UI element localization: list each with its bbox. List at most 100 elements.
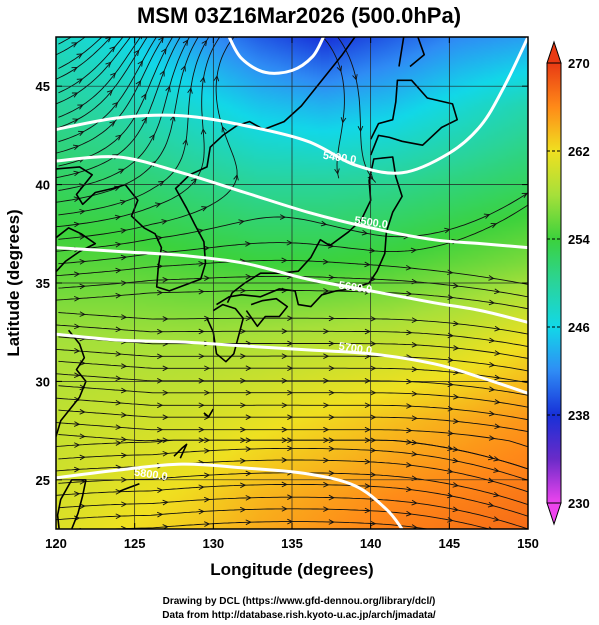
streamline-arrowhead bbox=[111, 1, 116, 6]
streamline-arrowhead bbox=[163, 549, 168, 554]
streamline-arrowhead bbox=[364, 458, 371, 465]
map-title: MSM 03Z16Mar2026 (500.0hPa) bbox=[137, 3, 461, 28]
streamline-arrowhead bbox=[364, 437, 371, 444]
streamline-arrowhead bbox=[204, 496, 211, 503]
streamline-arrowhead bbox=[323, 402, 330, 409]
streamline-arrowhead bbox=[79, 503, 86, 510]
streamline-arrowhead bbox=[182, 138, 188, 146]
streamline-arrowhead bbox=[137, 60, 144, 67]
streamline bbox=[56, 37, 148, 129]
y-tick-label: 45 bbox=[36, 79, 50, 94]
streamline-arrowhead bbox=[165, 85, 171, 93]
streamline-arrowhead bbox=[121, 501, 128, 508]
streamline-arrowhead bbox=[453, 369, 460, 376]
streamline-arrowhead bbox=[115, 267, 122, 274]
streamline bbox=[58, 37, 210, 216]
streamline-arrowhead bbox=[240, 482, 247, 489]
streamline-arrowhead bbox=[162, 437, 169, 444]
streamline-arrowhead bbox=[157, 537, 162, 542]
streamline-arrowhead bbox=[162, 365, 169, 372]
streamline-arrowhead bbox=[494, 374, 501, 381]
streamline-arrowhead bbox=[105, 61, 112, 68]
streamline bbox=[56, 483, 528, 517]
streamline-arrowhead bbox=[323, 481, 330, 488]
streamline-arrowhead bbox=[453, 418, 460, 425]
streamline-arrowhead bbox=[405, 486, 413, 493]
streamline-arrowhead bbox=[114, 214, 122, 221]
coastline bbox=[173, 443, 188, 459]
streamline bbox=[56, 289, 528, 310]
streamline-arrowhead bbox=[200, 128, 207, 135]
streamline-arrowhead bbox=[198, 508, 205, 515]
streamline-arrowhead bbox=[79, 454, 86, 461]
contour-label: 5600.0 bbox=[338, 280, 373, 297]
streamline-arrowhead bbox=[204, 521, 211, 527]
streamline bbox=[56, 397, 528, 421]
streamline-arrowhead bbox=[135, 80, 142, 87]
streamline-arrowhead bbox=[328, 389, 335, 396]
streamline-arrowhead bbox=[204, 315, 211, 322]
contour-label: 5400.0 bbox=[322, 150, 357, 167]
streamline-arrowhead bbox=[411, 366, 418, 373]
streamline-arrowhead bbox=[328, 274, 335, 281]
streamline-arrowhead bbox=[161, 47, 167, 55]
streamline-arrowhead bbox=[180, 65, 186, 72]
streamline-arrowhead bbox=[204, 365, 211, 372]
streamline-arrowhead bbox=[198, 288, 205, 295]
streamline-arrowhead bbox=[73, 221, 81, 228]
streamline-arrowhead bbox=[323, 328, 330, 335]
streamline bbox=[56, 348, 528, 372]
streamline-arrowhead bbox=[281, 257, 288, 264]
streamline-arrowhead bbox=[328, 470, 335, 476]
streamline-arrowhead bbox=[120, 254, 128, 261]
streamline bbox=[58, 37, 73, 45]
streamline-arrowhead bbox=[323, 531, 328, 536]
colorbar: 230 238 246 254 262 270 bbox=[546, 40, 590, 526]
streamline-arrowhead bbox=[406, 427, 413, 434]
streamline-arrowhead bbox=[79, 208, 86, 215]
streamline-arrowhead bbox=[115, 375, 122, 382]
streamline-arrowhead bbox=[528, 563, 533, 568]
y-tick-label: 35 bbox=[36, 276, 50, 291]
streamline-arrowhead bbox=[76, 53, 83, 59]
streamline-arrowhead bbox=[493, 541, 498, 546]
streamline-arrowhead bbox=[71, 92, 79, 98]
streamline-arrowhead bbox=[487, 454, 495, 461]
streamline-arrowhead bbox=[156, 289, 164, 296]
streamline bbox=[58, 204, 528, 265]
streamline-arrowhead bbox=[406, 439, 413, 445]
streamline-arrowhead bbox=[245, 365, 252, 372]
x-tick-label: 130 bbox=[202, 536, 224, 551]
streamline-arrowhead bbox=[106, 89, 113, 96]
streamline-arrowhead bbox=[157, 378, 164, 384]
streamline-arrowhead bbox=[364, 328, 371, 335]
streamline-arrowhead bbox=[281, 457, 288, 463]
streamline bbox=[58, 37, 124, 94]
streamline-arrowhead bbox=[72, 118, 79, 124]
coastline bbox=[56, 329, 87, 437]
streamline-arrowhead bbox=[411, 342, 418, 348]
streamline-arrowhead bbox=[201, 39, 208, 47]
streamline-arrowhead bbox=[534, 529, 539, 534]
x-tick-label: 145 bbox=[438, 536, 460, 551]
streamline-arrowhead bbox=[198, 328, 205, 335]
streamline-arrowhead bbox=[452, 506, 459, 513]
coastlines bbox=[56, 37, 459, 529]
streamline-arrowhead bbox=[488, 551, 493, 556]
streamline-arrowhead bbox=[361, 229, 369, 236]
streamline-arrowhead bbox=[530, 418, 535, 423]
streamline bbox=[56, 37, 165, 154]
streamline-arrowhead bbox=[159, 70, 165, 77]
streamline-arrowhead bbox=[281, 377, 288, 384]
streamline-arrowhead bbox=[488, 337, 496, 344]
streamline-arrowhead bbox=[369, 247, 376, 254]
streamline-arrowhead bbox=[529, 445, 534, 450]
streamline-arrowhead bbox=[323, 457, 330, 464]
coastline bbox=[409, 37, 426, 68]
streamline-arrowhead bbox=[109, 46, 116, 53]
streamline-arrowhead bbox=[453, 345, 460, 351]
streamline-arrowhead bbox=[490, 222, 498, 229]
streamline-arrowhead bbox=[71, 42, 78, 48]
colorbar-tick-label: 254 bbox=[568, 232, 590, 247]
streamline-arrowhead bbox=[240, 506, 247, 513]
